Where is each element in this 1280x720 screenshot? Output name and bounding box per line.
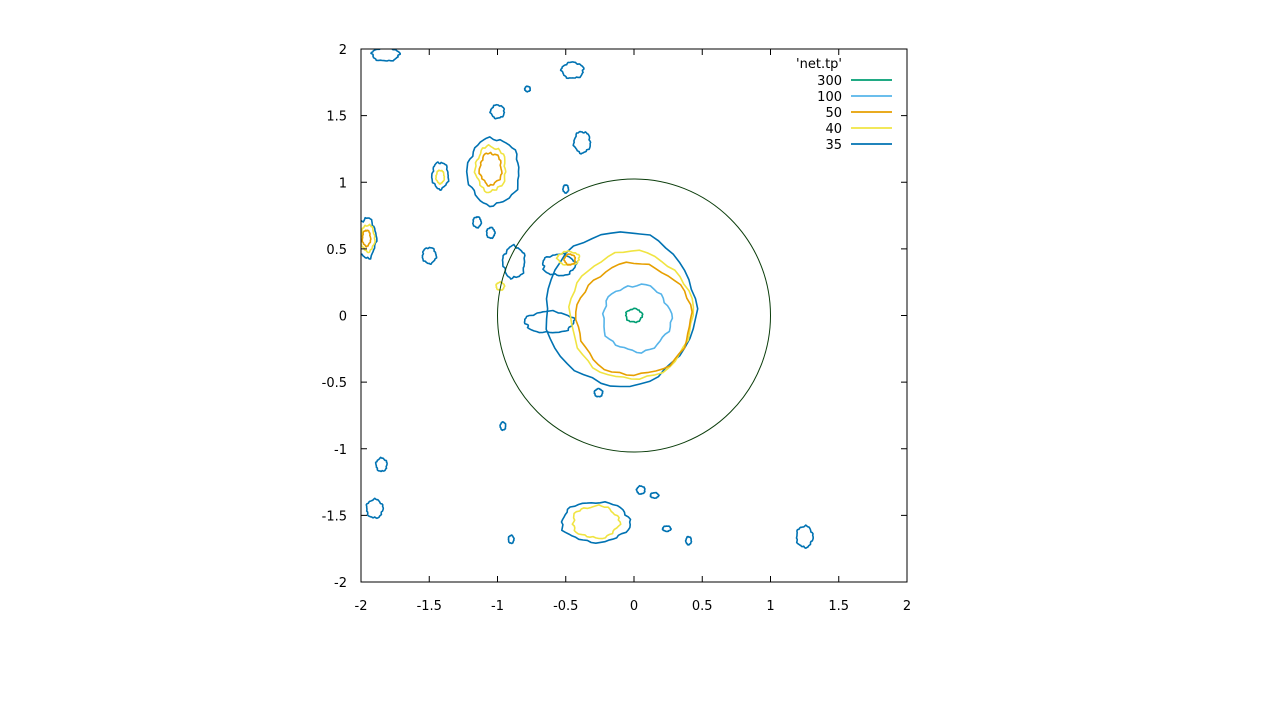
contour-40: [361, 223, 376, 254]
contour-50: [478, 151, 503, 187]
contour-35: [489, 103, 506, 120]
contour-300: [624, 307, 644, 324]
contour-35: [374, 456, 388, 473]
y-tick-label: 0.5: [326, 243, 347, 258]
contour-35: [507, 534, 515, 545]
contour-35: [370, 49, 401, 62]
contour-35: [472, 215, 483, 229]
y-tick-label: 1: [339, 176, 347, 191]
contour-35: [635, 484, 646, 495]
y-tick-label: -0.5: [322, 376, 347, 391]
contour-35: [485, 226, 496, 240]
contour-35: [361, 216, 378, 260]
x-tick-label: 0.5: [692, 599, 713, 614]
x-tick-label: -1.5: [417, 599, 442, 614]
contour-35: [465, 136, 520, 208]
contour-35: [649, 491, 660, 499]
contour-40: [568, 249, 695, 380]
contour-40: [495, 281, 506, 291]
contour-50: [563, 253, 577, 266]
legend-label: 300: [817, 74, 842, 89]
contour-50: [574, 261, 693, 377]
contour-50: [361, 229, 372, 248]
contour-35: [559, 61, 585, 80]
contour-35: [572, 130, 592, 155]
contour-40: [435, 169, 446, 185]
y-tick-label: -2: [334, 576, 347, 591]
contour-35: [562, 184, 570, 194]
contour-lines: [361, 49, 814, 549]
contour-40: [473, 144, 507, 194]
contour-35: [501, 243, 526, 280]
contour-35: [499, 421, 507, 432]
x-tick-label: 1: [766, 599, 774, 614]
reference-circle: [497, 178, 771, 453]
y-axis: 2 1.5 1 0.5 0 -0.5 -1 -1.5 -2: [322, 43, 907, 591]
y-tick-label: 1.5: [326, 110, 347, 125]
legend-label: 50: [825, 106, 842, 121]
contour-35: [365, 497, 385, 520]
legend-label: 100: [817, 90, 842, 105]
x-tick-label: -2: [355, 599, 368, 614]
legend-label: 40: [825, 122, 842, 137]
contour-40: [571, 504, 622, 540]
contour-35: [421, 246, 438, 265]
x-tick-label: 1.5: [828, 599, 849, 614]
x-tick-label: 2: [903, 599, 911, 614]
contour-35: [684, 535, 693, 546]
x-axis: -2 -1.5 -1 -0.5 0 0.5 1 1.5 2: [355, 49, 911, 614]
x-tick-label: -0.5: [553, 599, 578, 614]
contour-100: [601, 283, 674, 354]
y-tick-label: 0: [339, 310, 347, 325]
y-tick-label: 2: [339, 43, 347, 58]
contour-35: [523, 85, 531, 93]
contour-35: [661, 525, 672, 533]
contour-35: [523, 309, 577, 334]
contour-35: [430, 161, 450, 191]
x-tick-label: -1: [491, 599, 504, 614]
contour-35: [560, 501, 632, 544]
legend-label: 35: [825, 138, 842, 153]
contour-35: [545, 231, 699, 388]
contour-35: [795, 524, 814, 549]
y-tick-label: -1: [334, 443, 347, 458]
x-tick-label: 0: [630, 599, 638, 614]
y-tick-label: -1.5: [322, 509, 347, 524]
contour-35: [593, 387, 604, 398]
legend-title: 'net.tp': [796, 57, 842, 72]
